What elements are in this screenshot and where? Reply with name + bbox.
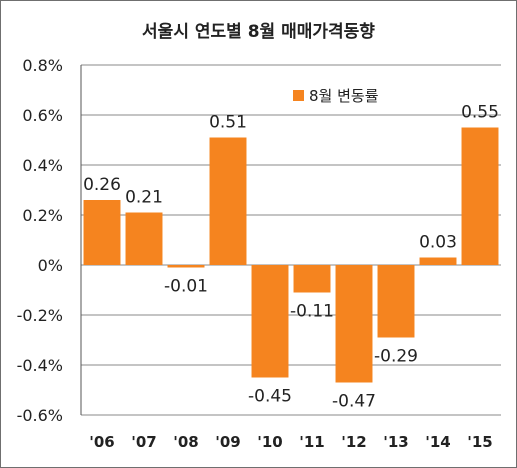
- y-tick-label: 0%: [38, 256, 63, 275]
- y-tick-label: -0.4%: [17, 356, 63, 375]
- data-label: 0.26: [83, 175, 121, 195]
- legend-label: 8월 변동률: [309, 87, 379, 105]
- data-label: -0.11: [290, 302, 334, 322]
- data-label: -0.47: [332, 392, 376, 412]
- bar: [461, 127, 499, 265]
- bar: [125, 212, 163, 265]
- bars: [83, 127, 499, 383]
- bar: [419, 257, 457, 265]
- legend-swatch: [293, 90, 304, 101]
- x-axis-ticks: '06 '07 '08 '09 '10 '11 '12 '13 '14 '15: [89, 433, 492, 451]
- bar: [167, 265, 205, 268]
- x-tick-label: '13: [383, 433, 408, 451]
- y-tick-label: 0.8%: [22, 56, 63, 75]
- y-tick-label: -0.6%: [17, 406, 63, 425]
- bar: [377, 265, 415, 338]
- y-tick-label: 0.4%: [22, 156, 63, 175]
- bar: [83, 200, 121, 265]
- data-label: -0.01: [164, 277, 208, 297]
- y-axis-ticks: 0.8% 0.6% 0.4% 0.2% 0% -0.2% -0.4% -0.6%: [17, 56, 63, 425]
- x-tick-label: '09: [215, 433, 240, 451]
- data-labels: 0.260.21 -0.01 0.51 -0.45 -0.11 -0.47 -0.29 0.0…: [83, 103, 499, 412]
- x-tick-label: '06: [89, 433, 114, 451]
- x-tick-label: '08: [173, 433, 198, 451]
- data-label: -0.45: [248, 387, 292, 407]
- chart-title: 서울시 연도별 8월 매매가격동향: [142, 22, 375, 42]
- y-tick-label: -0.2%: [17, 306, 63, 325]
- bar: [251, 265, 289, 378]
- data-label: 0.51: [209, 113, 247, 133]
- x-tick-label: '10: [257, 433, 282, 451]
- x-tick-label: '07: [131, 433, 156, 451]
- x-tick-label: '14: [425, 433, 450, 451]
- x-tick-label: '12: [341, 433, 366, 451]
- bar: [293, 265, 331, 293]
- y-tick-label: 0.2%: [22, 206, 63, 225]
- grid-lines: [80, 64, 501, 416]
- bar: [335, 265, 373, 383]
- data-label: -0.29: [374, 347, 418, 367]
- y-tick-label: 0.6%: [22, 106, 63, 125]
- bar: [209, 137, 247, 265]
- legend: 8월 변동률: [293, 87, 379, 105]
- data-label: 0.03: [419, 233, 457, 253]
- x-tick-label: '15: [467, 433, 492, 451]
- data-label: 0.21: [125, 188, 163, 208]
- data-label: 0.55: [461, 103, 499, 123]
- x-tick-label: '11: [299, 433, 324, 451]
